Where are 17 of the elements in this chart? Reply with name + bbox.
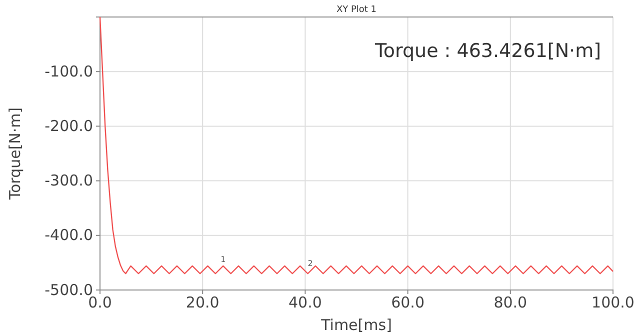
y-axis-title: Torque[N·m] bbox=[6, 107, 24, 201]
line-series bbox=[99, 16, 614, 274]
x-tick-label: 100.0 bbox=[592, 294, 634, 312]
y-tick-label: -400.0 bbox=[44, 226, 93, 244]
x-tick-label: 20.0 bbox=[186, 294, 220, 312]
x-axis-title: Time[ms] bbox=[320, 316, 392, 333]
annotation: Torque : 463.4261[N·m] bbox=[374, 40, 601, 62]
y-tick-label: -300.0 bbox=[44, 172, 93, 190]
annotation: 2 bbox=[308, 258, 313, 268]
chart-title: XY Plot 1 bbox=[336, 5, 377, 15]
x-tick-label: 0.0 bbox=[88, 294, 112, 312]
x-tick-label: 60.0 bbox=[391, 294, 425, 312]
x-tick-label: 80.0 bbox=[494, 294, 528, 312]
y-tick-label: -100.0 bbox=[44, 62, 93, 80]
x-tick-label: 40.0 bbox=[288, 294, 322, 312]
annotation: 1 bbox=[220, 254, 226, 264]
y-tick-label: -200.0 bbox=[44, 117, 93, 135]
